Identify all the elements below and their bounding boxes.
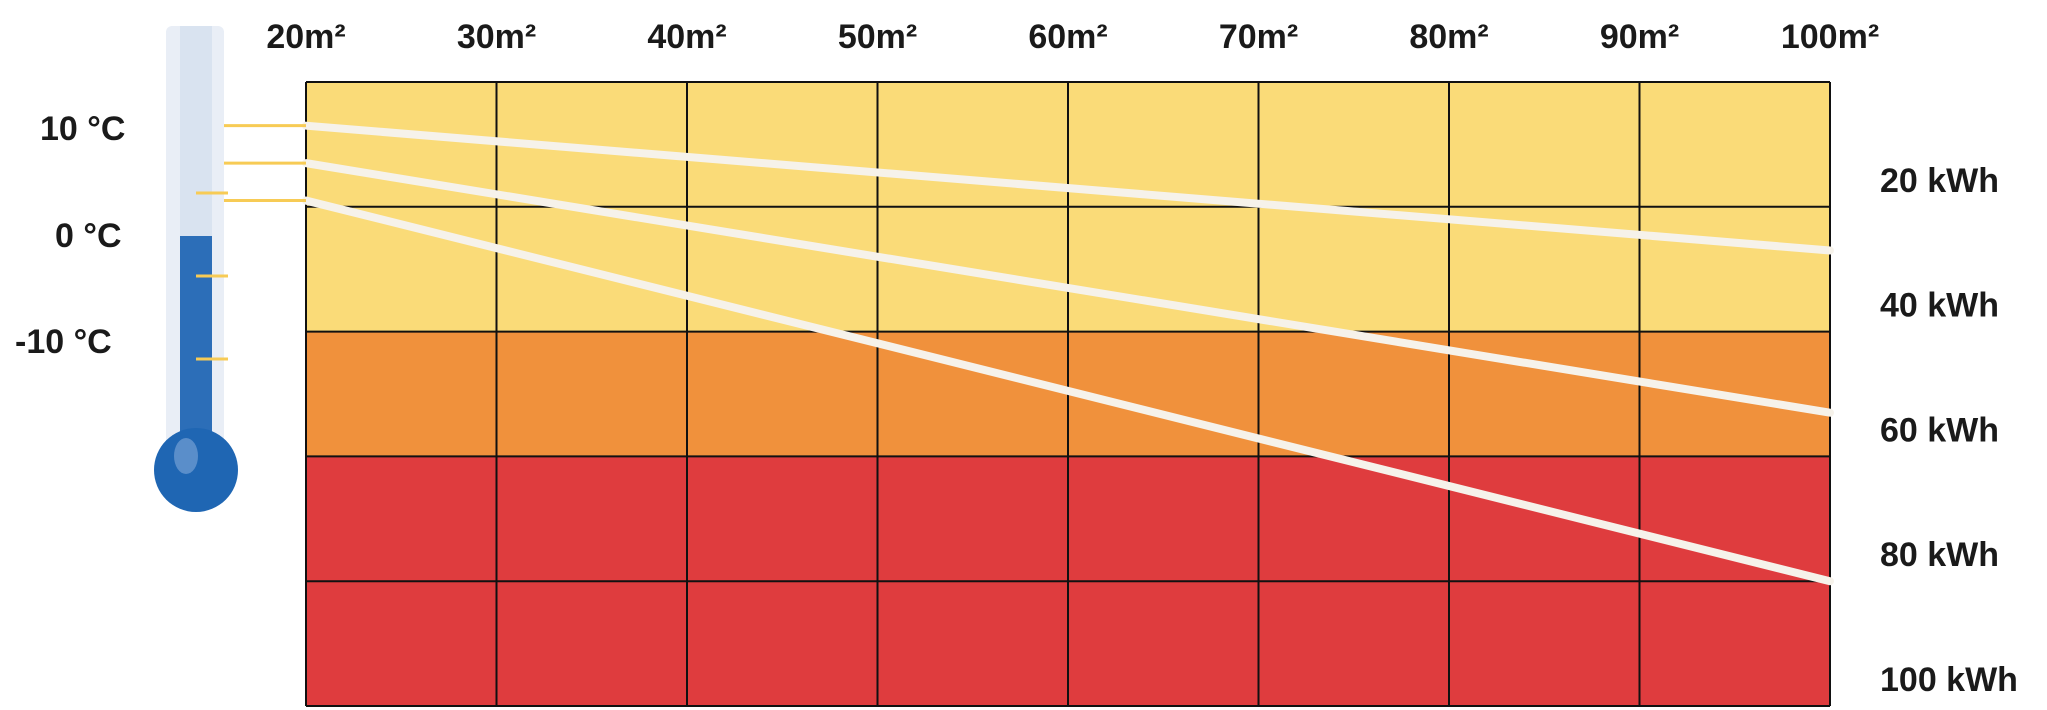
x-tick-label-0: 20m² [266, 18, 345, 56]
y-tick-label-2: 60 kWh [1880, 411, 1999, 449]
y-tick-label-3: 80 kWh [1880, 536, 1999, 574]
y-tick-label-0: 20 kWh [1880, 162, 1999, 200]
thermometer-ticks [196, 191, 228, 361]
series-lines [180, 121, 1834, 586]
series-line-2 [302, 196, 1834, 586]
x-tick-label-6: 80m² [1409, 18, 1488, 56]
temp-label-0: 0 °C [55, 217, 122, 255]
temp-label-10: 10 °C [40, 110, 125, 148]
x-tick-label-5: 70m² [1219, 18, 1298, 56]
x-tick-label-7: 90m² [1600, 18, 1679, 56]
x-tick-label-2: 40m² [647, 18, 726, 56]
series-line-0 [302, 121, 1834, 255]
temperature-labels: 10 °C 0 °C -10 °C [15, 110, 125, 361]
y-tick-label-4: 100 kWh [1880, 661, 2018, 699]
y-axis-labels: 20 kWh 40 kWh 60 kWh 80 kWh 100 kWh [1880, 162, 2018, 699]
x-tick-label-8: 100m² [1781, 18, 1879, 56]
y-tick-label-1: 40 kWh [1880, 287, 1999, 325]
x-axis-labels: 20m² 30m² 40m² 50m² 60m² 70m² 80m² 90m² 100m² [266, 18, 1879, 56]
series-line-1 [302, 159, 1834, 417]
x-tick-label-3: 50m² [838, 18, 917, 56]
x-tick-label-4: 60m² [1028, 18, 1107, 56]
thermometer-icon [154, 26, 238, 512]
temp-label-minus-10: -10 °C [15, 323, 112, 361]
x-tick-label-1: 30m² [457, 18, 536, 56]
